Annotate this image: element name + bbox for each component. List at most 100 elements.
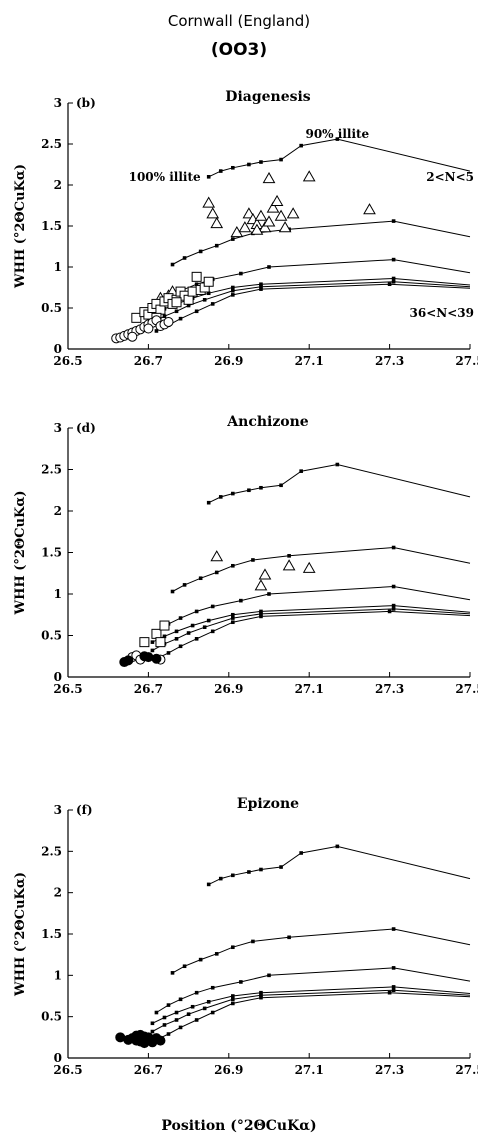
panel-title: Anchizone [226, 414, 309, 430]
curve-node-marker [206, 175, 211, 179]
curve-node-marker [259, 614, 263, 619]
curve-node-marker [391, 927, 396, 931]
x-tick-label: 27.5 [455, 354, 478, 368]
curve-node-marker [259, 609, 263, 614]
curve-node-marker [231, 285, 235, 290]
curve-node-marker [218, 876, 223, 881]
curve-node-marker [259, 612, 263, 616]
x-tick-label: 26.5 [53, 354, 82, 368]
curve-node-marker [202, 625, 207, 629]
reference-curve [172, 928, 471, 974]
x-tick-label: 26.5 [53, 1063, 82, 1077]
curve-node-marker [202, 1006, 207, 1011]
curve-node-marker [259, 282, 263, 287]
curve-node-marker [162, 1023, 167, 1027]
curve-node-marker [391, 607, 396, 611]
x-tick-label: 26.7 [134, 682, 163, 696]
square-point [155, 637, 166, 648]
open-circle-point [127, 331, 138, 342]
curve-node-marker [182, 964, 187, 969]
curve-node-marker [190, 1004, 195, 1009]
curve-node-marker [174, 1018, 179, 1022]
square-point [139, 637, 150, 648]
x-tick-label: 26.9 [214, 354, 243, 368]
y-tick-label: 2 [54, 504, 62, 518]
curve-node-marker [218, 169, 223, 173]
x-tick-label: 26.5 [53, 682, 82, 696]
curve-node-marker [259, 867, 263, 872]
triangle-point [210, 217, 224, 229]
curve-node-marker [391, 257, 396, 262]
triangle-point [202, 196, 216, 208]
curve-node-marker [166, 651, 171, 655]
filled-circle-point [139, 1033, 150, 1044]
curve-node-marker [194, 1018, 199, 1022]
y-axis-label: WHH (°2ΘCuKα) [13, 164, 28, 289]
reference-curve [156, 992, 471, 1041]
curve-node-marker [178, 616, 183, 620]
x-tick-label: 27.1 [295, 354, 324, 368]
triangle-point [254, 209, 268, 221]
curve-node-marker [174, 637, 179, 641]
triangle-point [302, 170, 316, 182]
x-axis-title: Position (°2ΘCuKα) [161, 1118, 317, 1134]
curve-node-marker [335, 137, 340, 141]
filled-circle-point [143, 652, 154, 663]
curve-node-marker [198, 576, 203, 581]
open-circle-point [163, 316, 174, 327]
curve-node-marker [206, 882, 211, 887]
curve-node-marker [166, 1032, 171, 1036]
curve-node-marker [210, 985, 215, 990]
curve-node-marker [259, 287, 263, 291]
x-tick-label: 26.7 [134, 1063, 163, 1077]
curve-node-marker [170, 262, 175, 267]
curve-node-marker [174, 629, 179, 634]
curve-node-marker [231, 288, 235, 293]
curve-node-marker [267, 973, 271, 978]
reference-curve [152, 989, 471, 1032]
curve-node-marker [194, 637, 199, 641]
annotation-label: 100% illite [129, 170, 201, 184]
y-tick-label: 0.5 [41, 1010, 62, 1024]
reference-curve [152, 608, 471, 651]
curve-node-marker [162, 314, 167, 318]
triangle-point [250, 223, 264, 235]
curve-node-marker [170, 971, 175, 975]
y-tick-label: 2.5 [41, 844, 62, 858]
open-circle-point [143, 323, 154, 334]
x-tick-label: 27.1 [295, 682, 324, 696]
curve-node-marker [210, 1010, 215, 1015]
square-point [159, 620, 170, 631]
curve-node-marker [231, 873, 235, 878]
square-point [151, 628, 162, 639]
curve-node-marker [299, 851, 303, 855]
curve-node-marker [214, 570, 219, 575]
curve-node-marker [299, 143, 303, 148]
triangle-point [302, 561, 316, 573]
curve-node-marker [231, 994, 235, 998]
curve-node-marker [150, 640, 155, 644]
curve-node-marker [166, 1003, 171, 1007]
triangle-point [286, 207, 300, 219]
filled-circle-point [151, 653, 162, 664]
y-tick-label: 1.5 [41, 219, 62, 233]
reference-curve [208, 845, 471, 885]
curve-node-marker [247, 870, 251, 874]
curve-node-marker [214, 243, 219, 248]
y-axis-label: WHH (°2ΘCuKα) [13, 872, 28, 997]
curve-node-marker [186, 631, 191, 635]
curve-node-marker [198, 957, 203, 962]
curve-node-marker [239, 271, 243, 276]
triangle-point [282, 559, 296, 571]
y-tick-label: 1.5 [41, 546, 62, 560]
x-tick-label: 26.9 [214, 682, 243, 696]
y-tick-label: 2.5 [41, 463, 62, 477]
curve-node-marker [170, 589, 175, 594]
curve-node-marker [218, 495, 223, 499]
curve-node-marker [267, 592, 271, 596]
triangle-point [274, 209, 288, 221]
curve-node-marker [190, 623, 195, 628]
curve-node-marker [239, 598, 243, 603]
curve-node-marker [239, 980, 243, 984]
x-tick-label: 27.3 [375, 682, 404, 696]
